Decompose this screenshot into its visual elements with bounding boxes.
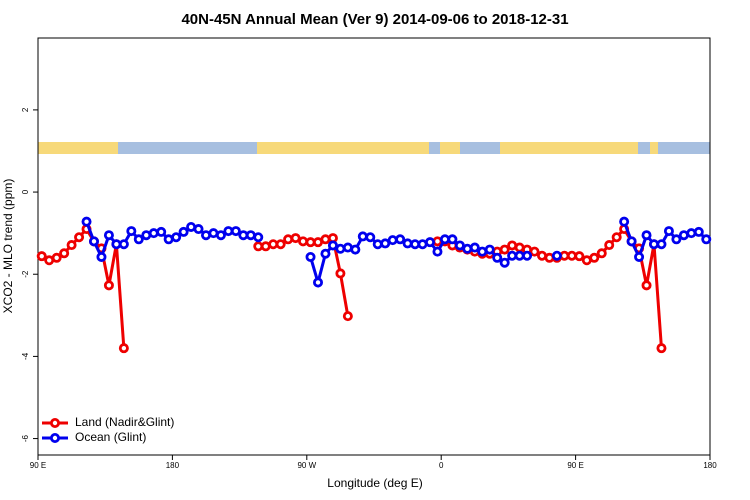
point (671, 234, 682, 245)
x-tick-label: 90 W (297, 461, 316, 470)
y-tick-label: -2 (21, 270, 30, 278)
point (305, 251, 316, 262)
legend-marker (50, 417, 61, 428)
point (320, 248, 331, 259)
point (529, 246, 540, 257)
point (589, 252, 600, 263)
point (686, 228, 697, 239)
point (656, 343, 667, 354)
point (701, 234, 712, 245)
point (178, 226, 189, 237)
point (118, 239, 129, 250)
point (118, 343, 129, 354)
point (193, 224, 204, 235)
y-axis-label: XCO2 - MLO trend (ppm) (1, 179, 15, 314)
point (59, 248, 70, 259)
point (447, 234, 458, 245)
point (499, 244, 510, 255)
point (96, 251, 107, 262)
point (484, 244, 495, 255)
point (492, 252, 503, 263)
point (156, 226, 167, 237)
point (66, 240, 77, 251)
point (424, 237, 435, 248)
point (395, 234, 406, 245)
point (551, 250, 562, 261)
point (51, 252, 62, 263)
point (469, 242, 480, 253)
point (522, 250, 533, 261)
point (126, 226, 137, 237)
point (275, 239, 286, 250)
y-tick-label: -6 (21, 434, 30, 442)
x-tick-label: 0 (439, 461, 444, 470)
point (290, 233, 301, 244)
point (663, 226, 674, 237)
legend-marker (50, 432, 61, 443)
x-axis-label: Longitude (deg E) (327, 476, 422, 490)
point (357, 231, 368, 242)
x-tick-label: 90 E (30, 461, 46, 470)
point (372, 239, 383, 250)
point (619, 216, 630, 227)
legend-label: Ocean (Glint) (75, 430, 146, 444)
point (74, 232, 85, 243)
point (574, 251, 585, 262)
legend-label: Land (Nadir&Glint) (75, 415, 174, 429)
point (342, 311, 353, 322)
point (215, 230, 226, 241)
point (312, 277, 323, 288)
y-tick-label: 0 (21, 189, 30, 194)
point (148, 228, 159, 239)
point (335, 268, 346, 279)
chart-title: 40N-45N Annual Mean (Ver 9) 2014-09-06 t… (181, 11, 568, 28)
point (350, 244, 361, 255)
point (365, 232, 376, 243)
point (402, 238, 413, 249)
point (103, 280, 114, 291)
point (641, 280, 652, 291)
point (89, 236, 100, 247)
point (320, 234, 331, 245)
x-tick-label: 180 (166, 461, 180, 470)
land-sea-strip (38, 142, 710, 154)
point (335, 243, 346, 254)
point (133, 234, 144, 245)
plot-frame (37, 37, 711, 456)
point (283, 234, 294, 245)
point (499, 257, 510, 268)
point (327, 240, 338, 251)
point (103, 230, 114, 241)
y-tick-label: 2 (21, 107, 30, 112)
x-tick-label: 90 E (567, 461, 583, 470)
x-tick-label: 180 (703, 461, 717, 470)
point (380, 238, 391, 249)
point (634, 251, 645, 262)
point (171, 232, 182, 243)
point (298, 236, 309, 247)
point (432, 246, 443, 257)
point (387, 235, 398, 246)
point (454, 240, 465, 251)
y-tick-label: -4 (21, 352, 30, 360)
point (656, 239, 667, 250)
point (604, 240, 615, 251)
point (693, 226, 704, 237)
point (611, 232, 622, 243)
point (626, 236, 637, 247)
point (230, 226, 241, 237)
point (641, 230, 652, 241)
point (253, 232, 264, 243)
point (81, 216, 92, 227)
point (36, 251, 47, 262)
point (596, 248, 607, 259)
point (462, 243, 473, 254)
